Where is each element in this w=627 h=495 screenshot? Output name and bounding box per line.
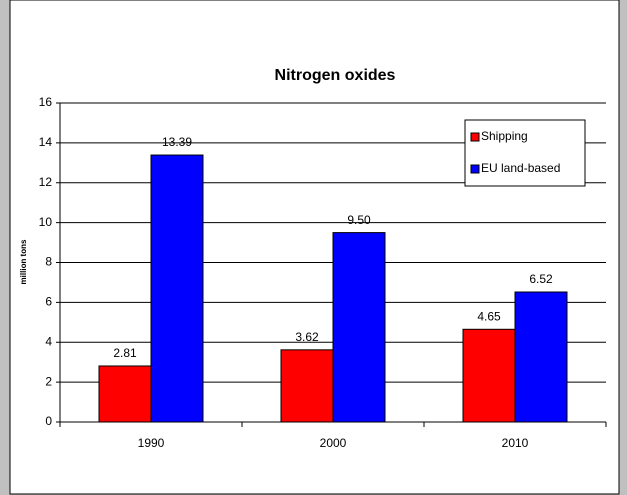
y-tick-label: 10 <box>39 215 53 229</box>
legend-label: Shipping <box>481 129 528 143</box>
value-label: 9.50 <box>347 213 371 227</box>
value-label: 13.39 <box>162 135 192 149</box>
y-tick-label: 14 <box>39 135 53 149</box>
y-tick-label: 4 <box>45 334 52 348</box>
bar <box>462 328 516 423</box>
bar <box>98 365 152 423</box>
legend-box <box>464 119 586 187</box>
y-tick-label: 0 <box>45 414 52 428</box>
y-tick-label: 6 <box>45 295 52 309</box>
legend-label: EU land-based <box>481 161 560 175</box>
value-label: 3.62 <box>295 330 319 344</box>
legend-swatch <box>470 132 480 142</box>
y-tick-label: 2 <box>45 374 52 388</box>
y-axis-label: million tons <box>19 239 28 284</box>
y-tick-label: 12 <box>39 175 53 189</box>
y-tick-label: 8 <box>45 255 52 269</box>
bar <box>280 349 334 423</box>
x-tick-label: 2010 <box>502 436 529 450</box>
x-tick-label: 1990 <box>138 436 165 450</box>
value-label: 6.52 <box>529 272 553 286</box>
chart-title: Nitrogen oxides <box>275 67 396 84</box>
bar <box>150 154 204 423</box>
x-tick-label: 2000 <box>320 436 347 450</box>
value-label: 2.81 <box>113 346 137 360</box>
bar <box>514 291 568 423</box>
y-tick-label: 16 <box>39 95 53 109</box>
legend-swatch <box>470 164 480 174</box>
bar <box>332 232 386 423</box>
value-label: 4.65 <box>477 309 501 323</box>
